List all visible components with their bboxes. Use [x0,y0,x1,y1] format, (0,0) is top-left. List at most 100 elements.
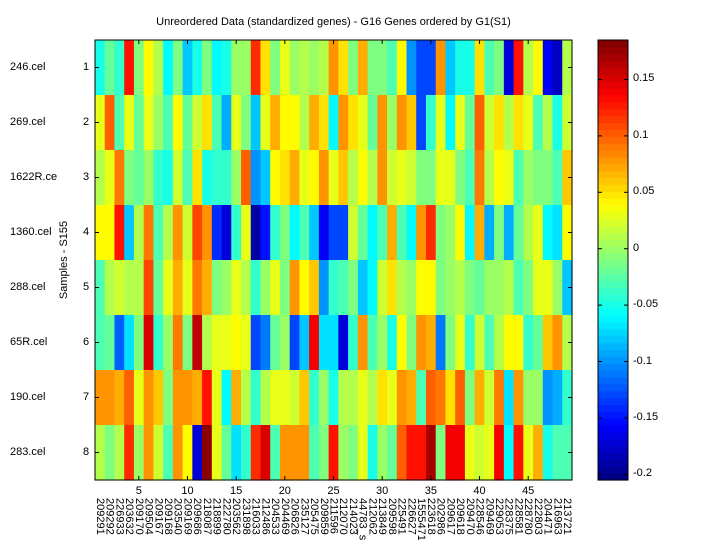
heatmap-cell [474,370,485,426]
colorbar-segment [598,218,628,227]
column-label: 209168 [162,498,174,535]
colorbar-segment [598,136,628,144]
column-label: 209598 [385,498,398,535]
heatmap-cell [231,40,242,96]
heatmap-cell [182,315,193,371]
column-label: 231898 [239,498,252,535]
heatmap-cell [542,205,554,261]
heatmap-cell [221,95,232,151]
colorbar-segment [598,321,628,330]
heatmap-cell [367,205,378,261]
row-label: 269.cel [10,115,46,128]
y-tick-label: 3 [83,170,90,183]
heatmap-cell [348,40,359,96]
heatmap-cell [494,260,505,316]
colorbar-segment [598,445,628,454]
heatmap-cell [357,315,369,371]
heatmap-cell [503,40,515,96]
colorbar-tick-label: 0 [633,241,640,254]
heatmap-cell [348,205,359,261]
heatmap-cell [318,150,330,206]
heatmap-cell [270,370,281,426]
heatmap-cell [143,150,155,206]
colorbar-segment [598,266,628,275]
heatmap-cell [289,95,301,151]
heatmap-cell [299,95,310,151]
heatmap-cell [221,425,232,481]
heatmap-cell [250,370,262,426]
heatmap-cell [562,150,573,206]
column-label: 213849 [376,498,389,535]
heatmap-cell [377,95,388,151]
heatmap-cell [270,205,281,261]
column-label: 235127 [298,498,311,535]
colorbar-tick-label: -0.15 [633,410,659,423]
row-label: 246.cel [10,60,46,73]
colorbar-segment [598,101,628,110]
colorbar-segment [598,328,628,337]
x-tick-label: 35 [424,485,437,497]
heatmap-cell [279,205,291,261]
heatmap-cell [231,370,242,426]
heatmap-cell [231,315,242,371]
heatmap-cell [377,150,388,206]
column-label: 209469 [483,498,496,535]
heatmap-cell [163,425,174,481]
heatmap-cell [523,315,534,371]
heatmap-cell [241,205,252,261]
heatmap-cell [464,40,476,96]
heatmap-cell [503,205,515,261]
heatmap-cell [309,315,320,371]
colorbar-segment [598,438,628,447]
colorbar-segment [598,294,628,302]
heatmap-cell [367,370,378,426]
heatmap-cell [396,205,408,261]
heatmap-cell [250,95,262,151]
column-label: 203540 [171,498,184,535]
heatmap-cell [484,425,495,481]
colorbar-segment [598,143,628,151]
heatmap-cell [523,370,534,426]
heatmap-cell [348,150,359,206]
heatmap-cell [367,260,378,316]
heatmap-cell [95,205,106,261]
heatmap-cell [124,315,135,371]
heatmap-cell [104,150,116,206]
column-label: 209618 [454,498,467,535]
heatmap-cell [484,260,495,316]
heatmap-cell [211,95,223,151]
heatmap-cell [221,205,232,261]
heatmap-cell [172,150,184,206]
heatmap-cell [114,205,125,261]
heatmap-cell [231,150,242,206]
heatmap-cell [445,425,456,481]
heatmap-cell [318,315,330,371]
y-tick-label: 5 [83,280,90,293]
heatmap-cell [143,315,155,371]
column-label: 212486 [259,498,272,535]
heatmap-cell [396,315,408,371]
colorbar-segment [598,191,628,199]
heatmap-cell [163,40,174,96]
colorbar-segment [598,232,628,240]
heatmap-cell [95,425,106,481]
heatmap-cell [484,370,495,426]
heatmap-cell [562,205,573,261]
column-label: 206826 [288,498,301,535]
heatmap-cell [163,370,174,426]
heatmap-cell [474,205,485,261]
heatmap-cell [241,260,252,316]
column-label: 213721 [561,498,574,535]
heatmap-cell [182,205,193,261]
heatmap-cell [387,95,398,151]
heatmap-cell [396,95,408,151]
heatmap-cell [192,370,203,426]
heatmap-cell [104,40,116,96]
colorbar-tick-label: -0.1 [633,354,652,367]
colorbar-segment [598,40,628,48]
colorbar-segment [598,342,628,350]
heatmap-cell [406,260,417,316]
colorbar-segment [598,335,628,344]
x-tick-label: 45 [522,485,535,497]
